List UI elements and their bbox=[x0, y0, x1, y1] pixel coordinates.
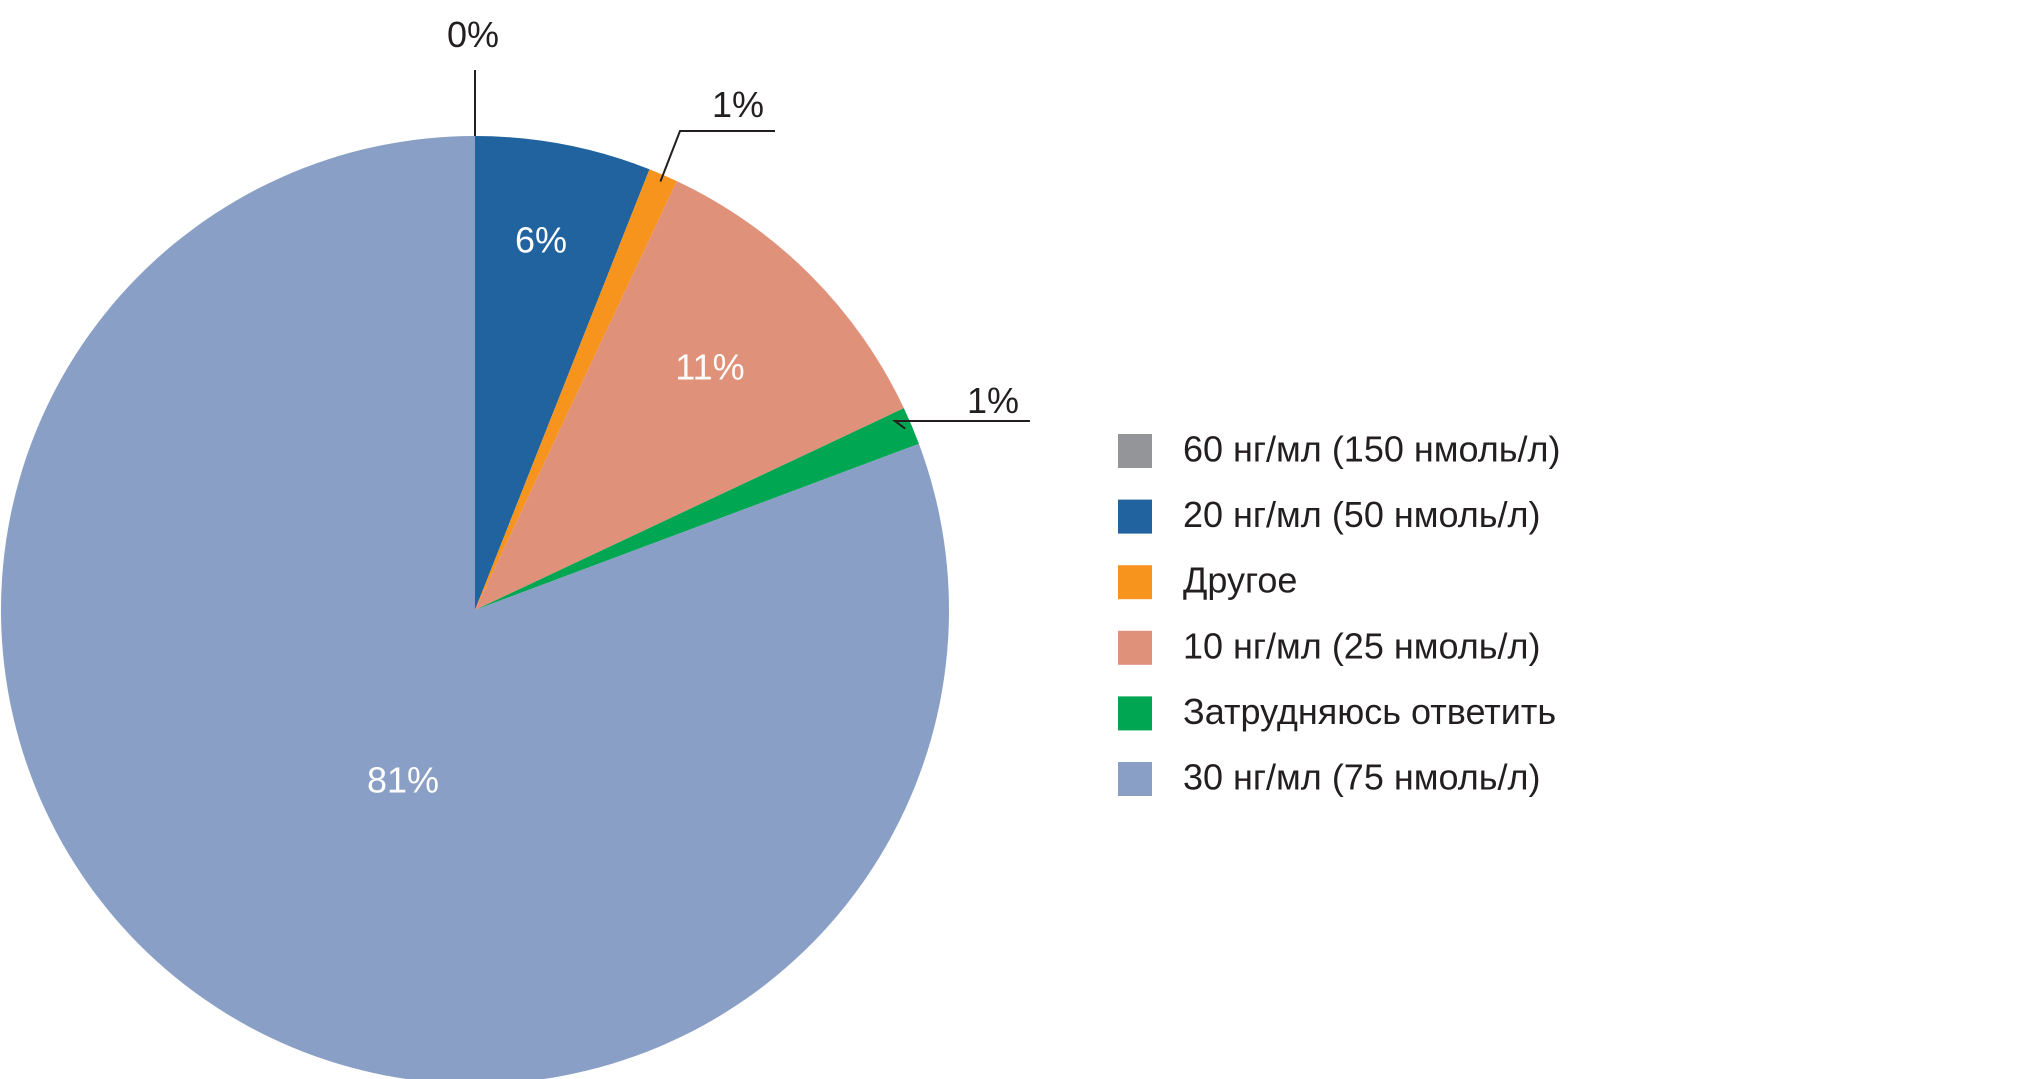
legend-swatch bbox=[1118, 499, 1152, 534]
legend: 60 нг/мл (150 нмоль/л) 20 нг/мл (50 нмоль… bbox=[1118, 429, 1561, 798]
legend-swatch bbox=[1118, 696, 1152, 731]
legend-label: 30 нг/мл (75 нмоль/л) bbox=[1183, 757, 1540, 798]
data-label-60-нг-мл-150-нмоль-л: 0% bbox=[447, 14, 499, 55]
slice-затрудняюсь-ответить bbox=[475, 408, 919, 610]
legend-label: Другое bbox=[1183, 560, 1297, 601]
legend-swatch bbox=[1118, 630, 1152, 665]
legend-item-30-нг-мл-75-нмоль-л: 30 нг/мл (75 нмоль/л) bbox=[1118, 757, 1540, 798]
legend-label: 10 нг/мл (25 нмоль/л) bbox=[1183, 625, 1540, 666]
leader-lines bbox=[474, 70, 1030, 430]
leader-line-затрудняюсь-ответить bbox=[891, 420, 1030, 430]
data-label-10-нг-мл-25-нмоль-л: 11% bbox=[675, 347, 744, 388]
legend-swatch bbox=[1118, 434, 1152, 468]
data-label-30-нг-мл-75-нмоль-л: 81% bbox=[367, 760, 439, 801]
leader-line-другое bbox=[659, 130, 775, 182]
legend-label: Затрудняюсь ответить bbox=[1183, 691, 1556, 732]
pie-slices bbox=[1, 136, 949, 1079]
legend-item-60-нг-мл-150-нмоль-л: 60 нг/мл (150 нмоль/л) bbox=[1118, 429, 1561, 470]
data-label-другое: 1% bbox=[712, 84, 764, 125]
legend-swatch bbox=[1118, 565, 1152, 600]
legend-label: 20 нг/мл (50 нмоль/л) bbox=[1183, 494, 1540, 535]
legend-item-затрудняюсь-ответить: Затрудняюсь ответить bbox=[1118, 691, 1556, 732]
legend-item-10-нг-мл-25-нмоль-л: 10 нг/мл (25 нмоль/л) bbox=[1118, 625, 1540, 666]
data-label-20-нг-мл-50-нмоль-л: 6% bbox=[515, 220, 567, 261]
slice-30-нг-мл-75-нмоль-л bbox=[1, 136, 949, 1079]
slice-20-нг-мл-50-нмоль-л bbox=[475, 136, 650, 610]
legend-label: 60 нг/мл (150 нмоль/л) bbox=[1183, 429, 1561, 470]
legend-item-20-нг-мл-50-нмоль-л: 20 нг/мл (50 нмоль/л) bbox=[1118, 494, 1540, 535]
slice-labels: 0% 6% 1% 11% 1% 81% bbox=[367, 14, 1019, 801]
data-label-затрудняюсь-ответить: 1% bbox=[967, 380, 1019, 421]
slice-10-нг-мл-25-нмоль-л bbox=[475, 181, 904, 610]
legend-swatch bbox=[1118, 762, 1152, 796]
legend-item-другое: Другое bbox=[1118, 560, 1297, 601]
slice-другое bbox=[475, 169, 677, 610]
